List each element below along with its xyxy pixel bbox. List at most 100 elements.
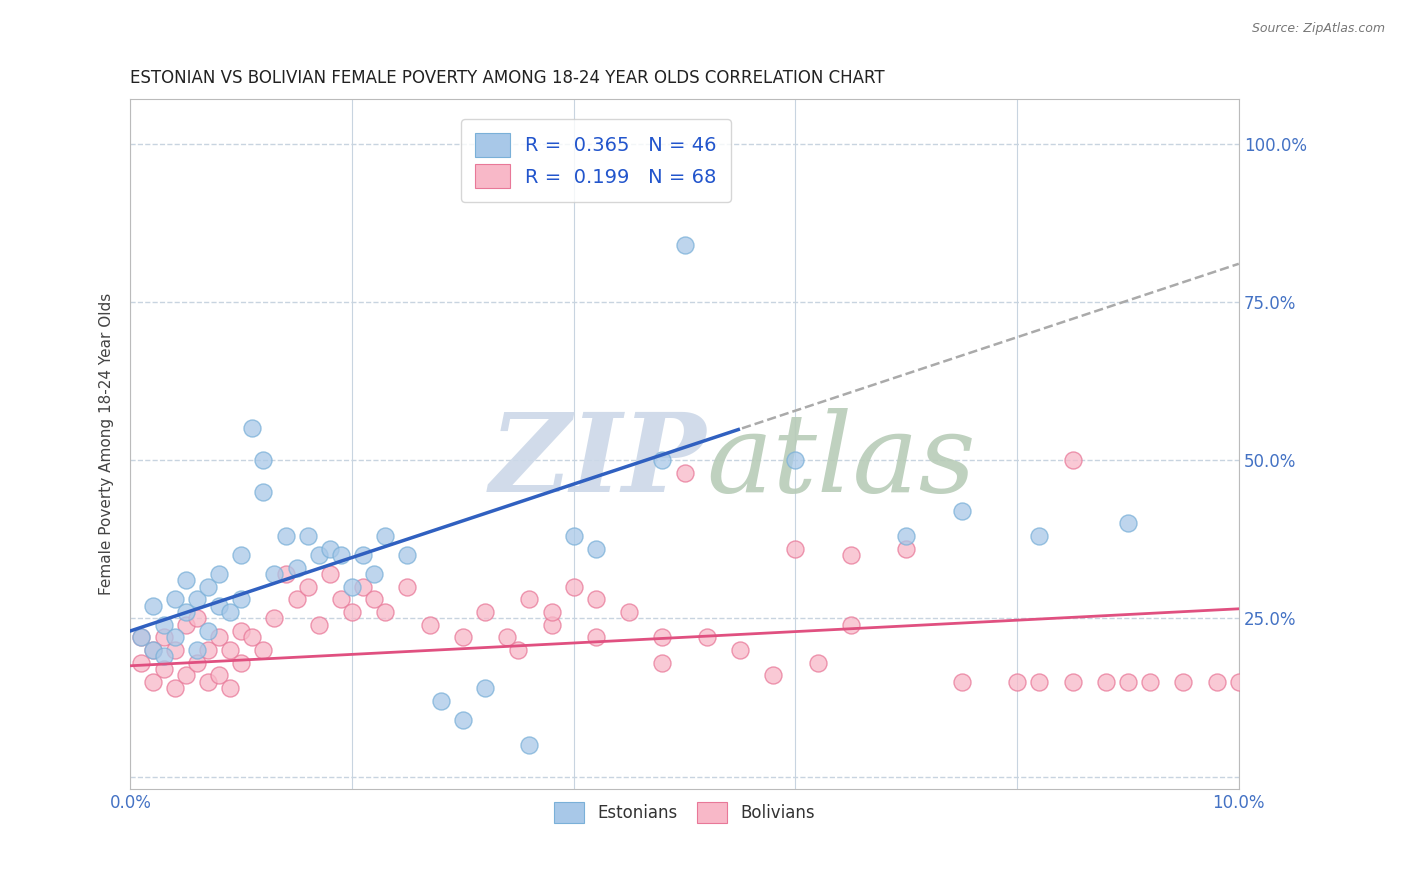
Y-axis label: Female Poverty Among 18-24 Year Olds: Female Poverty Among 18-24 Year Olds [100,293,114,595]
Point [219,643,242,657]
Point [617,605,640,619]
Point [363,592,385,607]
Point [163,643,186,657]
Point [429,693,451,707]
Point [585,630,607,644]
Point [219,605,242,619]
Point [252,453,274,467]
Point [186,592,208,607]
Point [396,548,419,562]
Point [340,605,363,619]
Point [651,656,673,670]
Point [231,656,253,670]
Point [1094,674,1116,689]
Point [839,548,862,562]
Point [451,713,474,727]
Point [131,630,153,644]
Point [308,617,330,632]
Point [785,453,807,467]
Point [374,605,396,619]
Point [562,580,585,594]
Point [174,574,197,588]
Point [252,484,274,499]
Point [540,617,562,632]
Point [319,566,342,581]
Point [1227,674,1250,689]
Point [508,643,530,657]
Point [1005,674,1028,689]
Point [297,529,319,543]
Text: atlas: atlas [707,408,976,516]
Point [252,643,274,657]
Point [263,611,285,625]
Point [186,643,208,657]
Point [728,643,751,657]
Point [673,237,696,252]
Point [562,529,585,543]
Point [297,580,319,594]
Point [340,580,363,594]
Point [219,681,242,695]
Point [231,624,253,638]
Point [186,611,208,625]
Point [496,630,519,644]
Point [419,617,441,632]
Point [896,541,918,556]
Text: Source: ZipAtlas.com: Source: ZipAtlas.com [1251,22,1385,36]
Point [174,617,197,632]
Point [519,592,541,607]
Point [1028,674,1050,689]
Point [540,605,562,619]
Point [585,592,607,607]
Point [240,630,263,644]
Point [163,681,186,695]
Point [352,548,374,562]
Point [1173,674,1195,689]
Point [152,662,174,676]
Point [839,617,862,632]
Point [1139,674,1161,689]
Point [308,548,330,562]
Point [352,580,374,594]
Point [141,599,163,613]
Point [152,617,174,632]
Point [231,592,253,607]
Point [208,630,231,644]
Point [285,592,308,607]
Point [651,630,673,644]
Point [208,668,231,682]
Point [950,504,973,518]
Point [451,630,474,644]
Point [785,541,807,556]
Point [519,738,541,752]
Point [1028,529,1050,543]
Text: ZIP: ZIP [491,408,707,516]
Point [474,605,496,619]
Point [208,599,231,613]
Point [274,566,297,581]
Point [152,630,174,644]
Point [131,656,153,670]
Legend: Estonians, Bolivians: Estonians, Bolivians [544,792,825,832]
Point [950,674,973,689]
Point [197,580,219,594]
Point [141,643,163,657]
Point [131,630,153,644]
Point [263,566,285,581]
Point [197,674,219,689]
Point [186,656,208,670]
Point [762,668,785,682]
Point [696,630,718,644]
Point [329,548,352,562]
Point [585,541,607,556]
Point [1062,453,1084,467]
Point [1062,674,1084,689]
Point [651,453,673,467]
Point [374,529,396,543]
Point [163,630,186,644]
Point [163,592,186,607]
Point [197,643,219,657]
Point [174,605,197,619]
Point [673,466,696,480]
Point [285,560,308,574]
